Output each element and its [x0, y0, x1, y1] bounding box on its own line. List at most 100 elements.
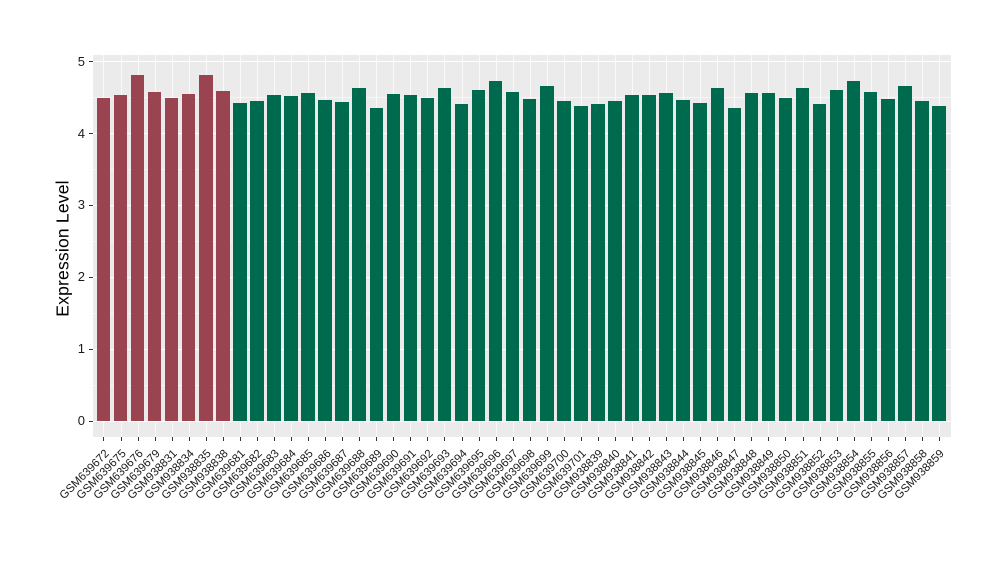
x-tick-mark: [291, 437, 292, 441]
bar-GSM938835: [199, 75, 213, 421]
bar-GSM938838: [216, 91, 230, 421]
bar-GSM938852: [812, 104, 827, 421]
y-tick-label: 4: [77, 125, 85, 141]
x-tick-mark: [154, 437, 156, 441]
bar-GSM639699: [540, 85, 554, 421]
bar-GSM639701: [574, 105, 588, 421]
h-gridline-major: [93, 420, 951, 422]
bar-GSM639695: [471, 89, 486, 421]
x-tick-mark: [802, 437, 804, 441]
x-tick-mark: [683, 437, 685, 441]
bar-GSM938845: [693, 102, 707, 421]
bar-GSM639696: [488, 80, 503, 421]
bar-GSM938850: [778, 97, 793, 421]
x-tick-mark: [393, 437, 395, 441]
plot-panel: [93, 55, 951, 437]
x-tick-mark: [427, 437, 429, 441]
y-tick-label: 5: [77, 53, 85, 69]
x-tick-mark: [904, 437, 906, 441]
bar-GSM938856: [881, 99, 895, 421]
y-tick-label: 2: [77, 269, 85, 285]
bar-GSM639691: [403, 94, 418, 421]
x-tick-mark: [546, 437, 548, 441]
bar-GSM938859: [932, 105, 946, 421]
y-tick-mark: [89, 61, 93, 63]
bar-GSM639692: [420, 97, 435, 421]
x-tick-mark: [580, 437, 582, 441]
x-tick-mark: [120, 437, 122, 441]
bar-GSM938848: [744, 93, 759, 421]
bar-GSM639700: [557, 101, 571, 421]
x-tick-mark: [768, 437, 770, 441]
bar-GSM938844: [676, 99, 690, 421]
x-tick-mark: [239, 437, 241, 441]
x-tick-mark: [632, 437, 633, 441]
bar-GSM938853: [829, 89, 844, 421]
x-tick-mark: [819, 437, 821, 441]
bar-GSM938849: [761, 93, 776, 421]
bar-GSM938834: [181, 94, 196, 421]
x-tick-mark: [461, 437, 463, 441]
x-tick-mark: [700, 437, 702, 441]
x-tick-mark: [734, 437, 736, 441]
bar-GSM639684: [284, 95, 298, 421]
x-tick-mark: [376, 437, 378, 441]
x-tick-mark: [444, 437, 446, 441]
h-gridline-major: [93, 61, 951, 63]
x-tick-mark: [512, 437, 514, 441]
h-gridline-minor: [93, 384, 951, 386]
y-tick-mark: [89, 276, 93, 278]
bar-GSM938839: [591, 103, 605, 421]
x-tick-mark: [614, 437, 616, 441]
h-gridline-minor: [93, 97, 951, 99]
bar-GSM639681: [233, 102, 247, 421]
bar-GSM938840: [608, 101, 622, 421]
bar-GSM938857: [898, 85, 912, 421]
y-tick-mark: [89, 348, 93, 350]
x-tick-mark: [308, 437, 310, 441]
bar-GSM639675: [113, 94, 128, 421]
x-tick-mark: [836, 437, 838, 441]
x-tick-mark: [410, 437, 412, 441]
bar-GSM938847: [727, 107, 742, 421]
x-tick-mark: [938, 437, 940, 441]
bar-GSM639686: [318, 99, 332, 421]
x-tick-mark: [666, 437, 668, 441]
y-axis-title: Expression Level: [52, 180, 73, 317]
bar-GSM639685: [301, 92, 315, 421]
x-tick-mark: [256, 437, 258, 441]
x-tick-mark: [342, 437, 344, 441]
h-gridline-major: [93, 133, 951, 134]
h-gridline-minor: [93, 312, 951, 314]
x-tick-mark: [137, 437, 139, 441]
x-tick-mark: [597, 437, 599, 441]
h-gridline-major: [93, 348, 951, 350]
x-tick-mark: [751, 437, 753, 441]
h-gridline-major: [93, 204, 951, 206]
bar-GSM938843: [659, 92, 673, 421]
bar-GSM639693: [437, 88, 452, 421]
bar-GSM938851: [795, 88, 810, 421]
bar-GSM938854: [846, 80, 861, 421]
x-tick-mark: [495, 437, 497, 441]
bar-GSM639698: [522, 99, 537, 421]
bar-GSM639688: [352, 88, 366, 421]
bar-GSM639682: [250, 100, 264, 421]
x-tick-mark: [529, 437, 531, 441]
bar-GSM639694: [454, 104, 469, 421]
bar-GSM639697: [505, 92, 520, 421]
x-tick-mark: [921, 437, 923, 441]
x-tick-mark: [870, 437, 872, 441]
bar-GSM938858: [915, 101, 929, 421]
x-tick-mark: [273, 437, 275, 441]
bar-GSM639689: [369, 107, 383, 421]
bar-GSM639672: [96, 97, 111, 421]
bar-GSM639683: [267, 94, 281, 421]
y-tick-mark: [89, 420, 93, 422]
x-tick-mark: [785, 437, 787, 441]
x-tick-mark: [853, 437, 855, 441]
bar-GSM938846: [710, 88, 724, 421]
y-tick-mark: [89, 204, 93, 206]
x-tick-mark: [103, 437, 105, 441]
